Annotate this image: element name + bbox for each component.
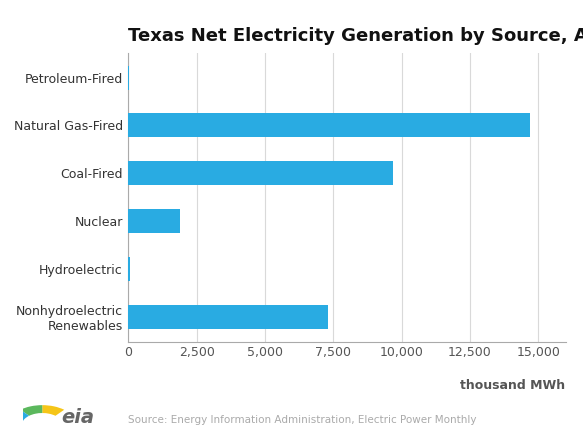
Bar (128, 161, 394, 185)
Wedge shape (9, 410, 29, 423)
Wedge shape (20, 405, 43, 416)
Wedge shape (43, 405, 64, 416)
Text: eia: eia (61, 408, 94, 427)
Text: thousand MWh: thousand MWh (461, 379, 566, 392)
Bar (128, 257, 130, 281)
Bar (128, 209, 180, 233)
Text: Source: Energy Information Administration, Electric Power Monthly: Source: Energy Information Administratio… (128, 415, 477, 425)
Bar (128, 113, 530, 138)
Text: Texas Net Electricity Generation by Source, Apr. 2017: Texas Net Electricity Generation by Sour… (128, 28, 583, 46)
Bar (128, 304, 328, 328)
Bar (128, 66, 129, 90)
